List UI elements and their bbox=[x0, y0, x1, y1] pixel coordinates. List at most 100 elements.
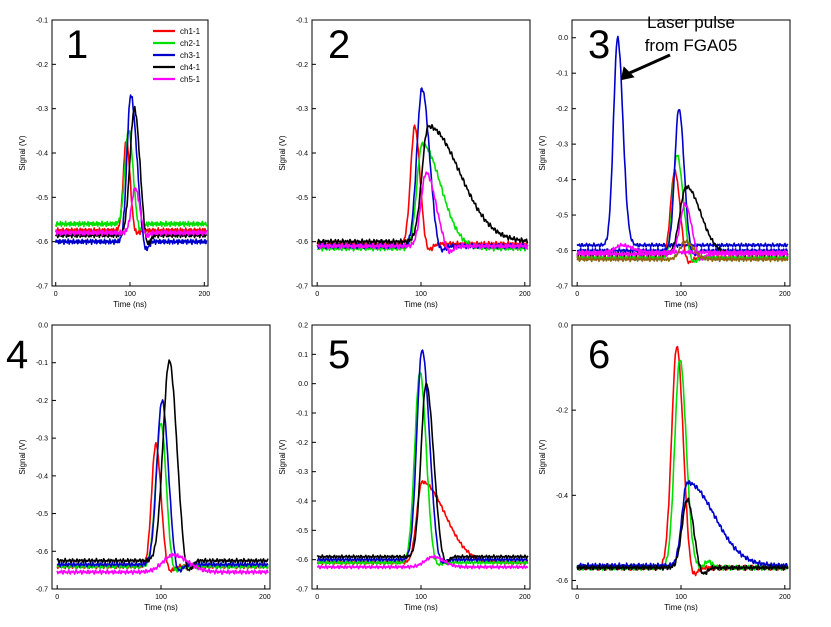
series-extra bbox=[576, 239, 789, 263]
series-group bbox=[316, 87, 529, 255]
x-axis-title: Time (ns) bbox=[664, 603, 698, 612]
panel-2: -0.1 -0.2 -0.3 -0.4 -0.5 -0.6 -0.7 0 100 200 Time … bbox=[278, 18, 531, 310]
series-ch3-1 bbox=[316, 349, 529, 564]
y-tick-label: -0.3 bbox=[556, 142, 568, 149]
panel-number: 3 bbox=[588, 23, 610, 67]
y-tick-label: -0.5 bbox=[296, 528, 308, 535]
y-tick-label: 0.0 bbox=[558, 35, 568, 42]
series-ch3-1 bbox=[576, 480, 789, 569]
legend-label: ch5-1 bbox=[180, 75, 201, 84]
y-tick-label: -0.1 bbox=[296, 18, 308, 25]
y-axis-title: Signal (V) bbox=[278, 135, 287, 170]
y-tick-label: -0.6 bbox=[36, 549, 48, 556]
y-tick-label: -0.7 bbox=[36, 587, 48, 594]
series-ch3-1-laser- bbox=[576, 35, 789, 249]
series-ch5-1 bbox=[316, 554, 529, 570]
series-ch1-1 bbox=[316, 480, 529, 566]
y-tick-label: -0.7 bbox=[296, 284, 308, 291]
x-tick-label: 0 bbox=[55, 594, 59, 601]
x-tick-label: 200 bbox=[519, 594, 531, 601]
panel-4: 0.0 -0.1 -0.2 -0.3 -0.4 -0.5 -0.6 -0.7 0 100 200 Ti… bbox=[6, 323, 271, 613]
x-tick-label: 100 bbox=[675, 291, 687, 298]
y-tick-label: -0.3 bbox=[36, 106, 48, 113]
series-ch2-1 bbox=[576, 359, 789, 572]
x-tick-label: 0 bbox=[315, 291, 319, 298]
y-tick-label: -0.2 bbox=[296, 62, 308, 69]
series-ch1-1 bbox=[316, 124, 529, 252]
series-ch4-1 bbox=[316, 382, 529, 563]
y-tick-label: -0.6 bbox=[296, 239, 308, 246]
y-tick-label: -0.2 bbox=[556, 408, 568, 415]
y-tick-label: -0.3 bbox=[296, 106, 308, 113]
y-tick-label: -0.1 bbox=[296, 411, 308, 418]
annotation-text: Laser pulse bbox=[647, 13, 735, 32]
y-tick-label: 0.2 bbox=[298, 323, 308, 330]
series-ch2-1 bbox=[56, 422, 269, 573]
y-tick-label: -0.2 bbox=[36, 62, 48, 69]
y-tick-label: -0.4 bbox=[556, 177, 568, 184]
y-tick-label: -0.7 bbox=[36, 284, 48, 291]
annotation-arrow-head bbox=[620, 66, 635, 81]
x-tick-label: 0 bbox=[575, 594, 579, 601]
series-group bbox=[54, 94, 208, 252]
x-tick-label: 200 bbox=[259, 594, 271, 601]
panel-number: 6 bbox=[588, 333, 610, 377]
x-tick-label: 0 bbox=[315, 594, 319, 601]
x-axis-title: Time (ns) bbox=[404, 603, 438, 612]
x-axis-title: Time (ns) bbox=[664, 300, 698, 309]
x-tick-label: 100 bbox=[675, 594, 687, 601]
panel-number: 2 bbox=[328, 23, 350, 67]
y-tick-label: -0.6 bbox=[556, 578, 568, 585]
y-axis-title: Signal (V) bbox=[18, 135, 27, 170]
legend-label: ch3-1 bbox=[180, 51, 201, 60]
y-tick-label: -0.2 bbox=[296, 440, 308, 447]
legend-label: ch1-1 bbox=[180, 27, 201, 36]
x-tick-label: 0 bbox=[575, 291, 579, 298]
y-axis-title: Signal (V) bbox=[278, 439, 287, 474]
annotation-arrow-shaft bbox=[626, 53, 671, 76]
panel-3: 0.0 -0.1 -0.2 -0.3 -0.4 -0.5 -0.6 -0.7 0 100 200 Ti… bbox=[538, 13, 791, 309]
panel-number: 1 bbox=[66, 23, 88, 67]
y-tick-label: -0.1 bbox=[36, 360, 48, 367]
series-ch5-1-laser- bbox=[576, 242, 789, 256]
legend-label: ch2-1 bbox=[180, 39, 201, 48]
y-tick-label: 0.0 bbox=[298, 381, 308, 388]
annotation-text: from FGA05 bbox=[645, 36, 738, 55]
y-tick-label: 0.0 bbox=[558, 323, 568, 330]
y-axis-title: Signal (V) bbox=[538, 135, 547, 170]
y-tick-label: -0.4 bbox=[36, 151, 48, 158]
x-tick-label: 200 bbox=[779, 291, 791, 298]
y-tick-label: -0.5 bbox=[36, 511, 48, 518]
x-tick-label: 100 bbox=[155, 594, 167, 601]
series-ch4-1 bbox=[576, 497, 789, 575]
y-tick-label: -0.7 bbox=[296, 587, 308, 594]
panel-number: 4 bbox=[6, 333, 28, 377]
x-tick-label: 100 bbox=[415, 594, 427, 601]
y-tick-label: -0.6 bbox=[296, 557, 308, 564]
x-tick-label: 100 bbox=[415, 291, 427, 298]
series-ch5-1 bbox=[54, 187, 208, 239]
series-group bbox=[576, 35, 789, 265]
y-tick-label: -0.6 bbox=[36, 239, 48, 246]
y-tick-label: -0.6 bbox=[556, 248, 568, 255]
x-axis-title: Time (ns) bbox=[113, 300, 147, 309]
x-tick-label: 200 bbox=[519, 291, 531, 298]
legend: ch1-1 ch2-1 ch3-1 ch4-1 ch5-1 bbox=[153, 27, 201, 84]
series-group bbox=[576, 345, 789, 577]
series-ch5-1 bbox=[56, 552, 269, 576]
annotation: Laser pulse from FGA05 bbox=[620, 13, 738, 81]
series-ch4-1 bbox=[316, 124, 529, 246]
legend-label: ch4-1 bbox=[180, 63, 201, 72]
y-tick-label: -0.4 bbox=[36, 473, 48, 480]
y-tick-label: -0.5 bbox=[556, 213, 568, 220]
y-tick-label: -0.4 bbox=[296, 499, 308, 506]
y-axis-title: Signal (V) bbox=[18, 439, 27, 474]
y-tick-label: -0.7 bbox=[556, 284, 568, 291]
x-tick-label: 200 bbox=[198, 291, 210, 298]
series-ch4-1 bbox=[56, 359, 269, 572]
y-axis-title: Signal (V) bbox=[538, 439, 547, 474]
y-tick-label: -0.5 bbox=[36, 195, 48, 202]
x-tick-label: 200 bbox=[779, 594, 791, 601]
plot-frame bbox=[51, 324, 271, 590]
